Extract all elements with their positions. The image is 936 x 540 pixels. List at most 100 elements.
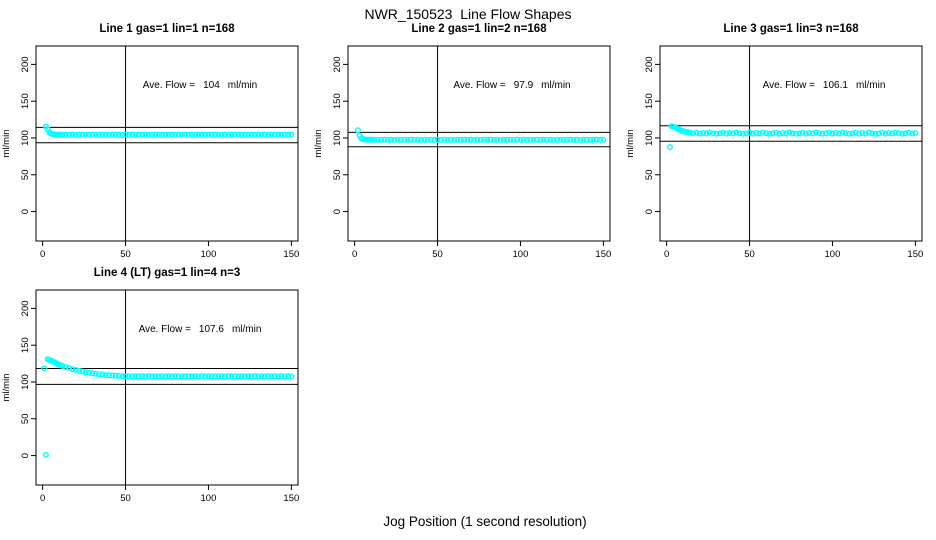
data-point [135, 131, 142, 138]
data-point [461, 136, 468, 143]
data-point [268, 373, 275, 380]
data-point [139, 131, 146, 138]
data-point [195, 131, 202, 138]
data-point [733, 129, 740, 136]
y-tick-label: 200 [644, 56, 655, 72]
plot-area: 0 50 100 150 200 0 50 100 150 ml/min [625, 45, 923, 260]
data-point [447, 136, 454, 143]
data-point [152, 131, 159, 138]
ave-flow-annotation: Ave. Flow = 106.1 ml/min [763, 80, 886, 91]
data-point [421, 136, 428, 143]
data-point [700, 129, 707, 136]
data-point [192, 373, 199, 380]
data-point [195, 373, 202, 380]
data-point [69, 366, 76, 373]
data-point [384, 136, 391, 143]
data-point [238, 131, 245, 138]
y-tick-label: 100 [20, 374, 31, 390]
data-point [185, 373, 192, 380]
plot-box [35, 45, 299, 242]
data-point [235, 373, 242, 380]
data-point [756, 130, 763, 137]
data-point [82, 369, 89, 376]
data-point [905, 129, 912, 136]
data-point [749, 130, 756, 137]
data-point [746, 129, 753, 136]
ave-flow-annotation: Ave. Flow = 107.6 ml/min [139, 324, 262, 335]
ave-flow-annotation: Ave. Flow = 104 ml/min [143, 80, 257, 91]
data-point [909, 130, 916, 137]
data-point [175, 131, 182, 138]
x-tick-label: 50 [120, 493, 131, 504]
y-tick-label: 50 [20, 169, 31, 180]
y-tick-label: 50 [644, 169, 655, 180]
data-point [62, 364, 69, 371]
x-tick-label: 150 [907, 249, 923, 260]
data-point [494, 136, 501, 143]
y-tick-label: 200 [20, 300, 31, 316]
data-point [706, 129, 713, 136]
data-point [879, 129, 886, 136]
data-point [62, 131, 69, 138]
data-point [766, 130, 773, 137]
data-point [162, 131, 169, 138]
y-tick-label: 200 [20, 56, 31, 72]
data-point [135, 373, 142, 380]
data-point [149, 131, 156, 138]
data-point [208, 131, 215, 138]
data-point [255, 373, 262, 380]
data-point [115, 372, 122, 379]
data-point [205, 373, 212, 380]
data-point [125, 373, 132, 380]
data-point [188, 131, 195, 138]
ave-flow-value: 107.6 [199, 324, 224, 335]
data-point [417, 136, 424, 143]
data-point [255, 131, 262, 138]
data-point [882, 130, 889, 137]
data-point [783, 130, 790, 137]
data-point [172, 373, 179, 380]
data-point [381, 136, 388, 143]
data-point [560, 136, 567, 143]
data-point [792, 130, 799, 137]
data-point [261, 131, 268, 138]
ave-flow-label: Ave. Flow = [453, 80, 505, 91]
data-point [895, 130, 902, 137]
data-point [69, 131, 76, 138]
data-point [686, 129, 693, 136]
ave-flow-units: ml/min [232, 324, 261, 335]
data-point [245, 131, 252, 138]
data-point [142, 131, 149, 138]
data-point [454, 136, 461, 143]
data-point [849, 130, 856, 137]
data-point [99, 371, 106, 378]
ave-flow-value: 106.1 [823, 80, 848, 91]
data-point [96, 371, 103, 378]
data-point [846, 130, 853, 137]
data-point [92, 370, 99, 377]
data-point [99, 131, 106, 138]
data-point [550, 136, 557, 143]
data-point [275, 373, 282, 380]
data-point [202, 373, 209, 380]
data-point [806, 129, 813, 136]
data-point [437, 136, 444, 143]
data-point [404, 136, 411, 143]
data-point [271, 131, 278, 138]
data-point [175, 373, 182, 380]
data-point [132, 131, 139, 138]
data-point [251, 373, 258, 380]
data-point [168, 373, 175, 380]
data-point [79, 368, 86, 375]
data-point [875, 130, 882, 137]
data-point [720, 129, 727, 136]
data-point [205, 131, 212, 138]
data-point [155, 131, 162, 138]
plot-area: 0 50 100 150 200 0 50 100 150 ml/min [1, 289, 299, 504]
data-point [109, 372, 116, 379]
data-point [480, 136, 487, 143]
data-point [215, 373, 222, 380]
data-point [374, 136, 381, 143]
data-point [165, 373, 172, 380]
data-point [872, 130, 879, 137]
